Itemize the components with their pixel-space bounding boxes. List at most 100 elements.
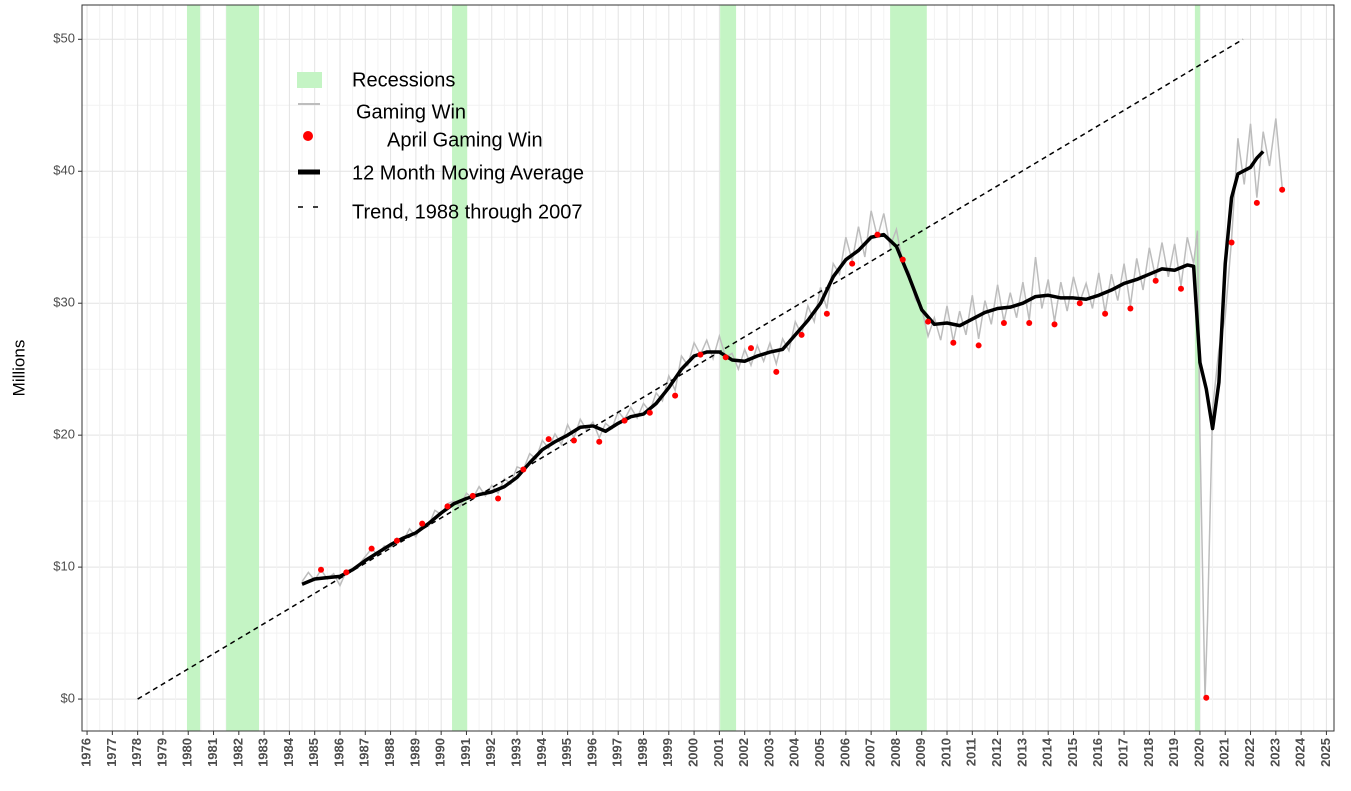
april-point bbox=[343, 569, 350, 576]
x-tick-label: 1993 bbox=[508, 738, 523, 767]
x-tick-label: 1995 bbox=[559, 738, 574, 767]
x-tick-label: 1991 bbox=[458, 738, 473, 767]
x-tick-label: 1986 bbox=[331, 738, 346, 767]
x-tick-label: 2008 bbox=[888, 738, 903, 767]
april-point bbox=[823, 310, 830, 317]
x-tick-label: 2009 bbox=[913, 738, 928, 767]
april-point bbox=[1203, 694, 1210, 701]
legend-label: 12 Month Moving Average bbox=[352, 162, 584, 184]
april-point bbox=[773, 368, 780, 375]
recession-band bbox=[890, 5, 927, 731]
legend-key bbox=[303, 131, 313, 141]
recession-band bbox=[720, 5, 737, 731]
x-tick-label: 1977 bbox=[104, 738, 119, 767]
x-tick-label: 2001 bbox=[711, 738, 726, 767]
recession-bands bbox=[186, 5, 1200, 731]
april-point bbox=[925, 318, 932, 325]
april-point bbox=[975, 342, 982, 349]
april-point bbox=[1279, 186, 1286, 193]
x-tick-label: 2018 bbox=[1141, 738, 1156, 767]
legend-label: April Gaming Win bbox=[387, 129, 543, 151]
x-tick-label: 2022 bbox=[1242, 738, 1257, 767]
april-point bbox=[1026, 320, 1033, 327]
april-point bbox=[520, 466, 527, 473]
panel-border bbox=[81, 4, 1335, 732]
april-point bbox=[545, 436, 552, 443]
plot-marks bbox=[137, 38, 1286, 701]
x-tick-label: 2004 bbox=[787, 737, 802, 767]
x-tick-label: 2021 bbox=[1217, 738, 1232, 767]
y-tick-label: $10 bbox=[53, 559, 75, 574]
x-tick-label: 2025 bbox=[1318, 738, 1333, 767]
april-point bbox=[722, 354, 729, 361]
april-point bbox=[747, 345, 754, 352]
x-tick-label: 1990 bbox=[433, 738, 448, 767]
x-tick-label: 2000 bbox=[686, 738, 701, 767]
x-tick-label: 1988 bbox=[382, 738, 397, 767]
april-point bbox=[419, 520, 426, 527]
x-tick-label: 1976 bbox=[78, 738, 93, 767]
april-point bbox=[570, 437, 577, 444]
recession-band bbox=[452, 5, 468, 731]
x-tick-label: 2015 bbox=[1065, 738, 1080, 767]
april-point bbox=[393, 537, 400, 544]
april-point bbox=[950, 339, 957, 346]
x-tick-label: 2023 bbox=[1267, 738, 1282, 767]
april-point bbox=[1253, 199, 1260, 206]
x-tick-label: 2007 bbox=[863, 738, 878, 767]
x-tick-label: 1992 bbox=[483, 738, 498, 767]
x-tick-label: 1998 bbox=[635, 738, 650, 767]
april-point bbox=[1228, 239, 1235, 246]
x-tick-label: 1982 bbox=[230, 738, 245, 767]
april-point bbox=[697, 351, 704, 358]
x-tick-label: 1985 bbox=[306, 738, 321, 767]
x-tick-label: 1984 bbox=[281, 737, 296, 767]
x-tick-label: 1997 bbox=[610, 738, 625, 767]
legend-key bbox=[297, 72, 322, 88]
y-tick-label: $40 bbox=[53, 163, 75, 178]
x-tick-label: 2012 bbox=[989, 738, 1004, 767]
x-tick-label: 1979 bbox=[154, 738, 169, 767]
april-point bbox=[1000, 320, 1007, 327]
legend: Recessions Gaming Win April Gaming Win 12 M… bbox=[297, 69, 584, 223]
legend-label: Trend, 1988 through 2007 bbox=[352, 201, 583, 223]
x-tick-label: 1999 bbox=[660, 738, 675, 767]
y-axis-label: Millions bbox=[9, 340, 28, 397]
april-point bbox=[849, 260, 856, 267]
legend-label: Gaming Win bbox=[356, 101, 466, 123]
x-tick-label: 2014 bbox=[1040, 737, 1055, 767]
april-point bbox=[1177, 285, 1184, 292]
x-tick-label: 2020 bbox=[1191, 738, 1206, 767]
april-point bbox=[874, 231, 881, 238]
april-point bbox=[495, 495, 502, 502]
april-point bbox=[621, 417, 628, 424]
recession-band bbox=[1194, 5, 1200, 731]
x-tick-label: 1980 bbox=[180, 738, 195, 767]
x-tick-label: 2017 bbox=[1116, 738, 1131, 767]
april-point bbox=[899, 256, 906, 263]
april-point bbox=[469, 492, 476, 499]
x-tick-label: 1989 bbox=[407, 738, 422, 767]
y-tick-label: $30 bbox=[53, 295, 75, 310]
x-tick-label: 1994 bbox=[534, 737, 549, 767]
april-point bbox=[368, 545, 375, 552]
x-tick-label: 2002 bbox=[736, 738, 751, 767]
april-point bbox=[1152, 277, 1159, 284]
x-tick-label: 1978 bbox=[129, 738, 144, 767]
y-tick-label: $0 bbox=[61, 691, 75, 706]
april-point bbox=[1127, 305, 1134, 312]
april-point bbox=[1102, 310, 1109, 317]
gaming-win-line bbox=[301, 118, 1283, 698]
x-tick-label: 1987 bbox=[357, 738, 372, 767]
april-point bbox=[798, 331, 805, 338]
april-point bbox=[596, 438, 603, 445]
april-point bbox=[318, 566, 325, 573]
april-point bbox=[646, 409, 653, 416]
recession-band bbox=[226, 5, 260, 731]
x-tick-label: 1983 bbox=[256, 738, 271, 767]
x-tick-label: 1996 bbox=[584, 738, 599, 767]
legend-label: Recessions bbox=[352, 69, 455, 91]
x-tick-label: 1981 bbox=[205, 738, 220, 767]
y-tick-label: $20 bbox=[53, 427, 75, 442]
